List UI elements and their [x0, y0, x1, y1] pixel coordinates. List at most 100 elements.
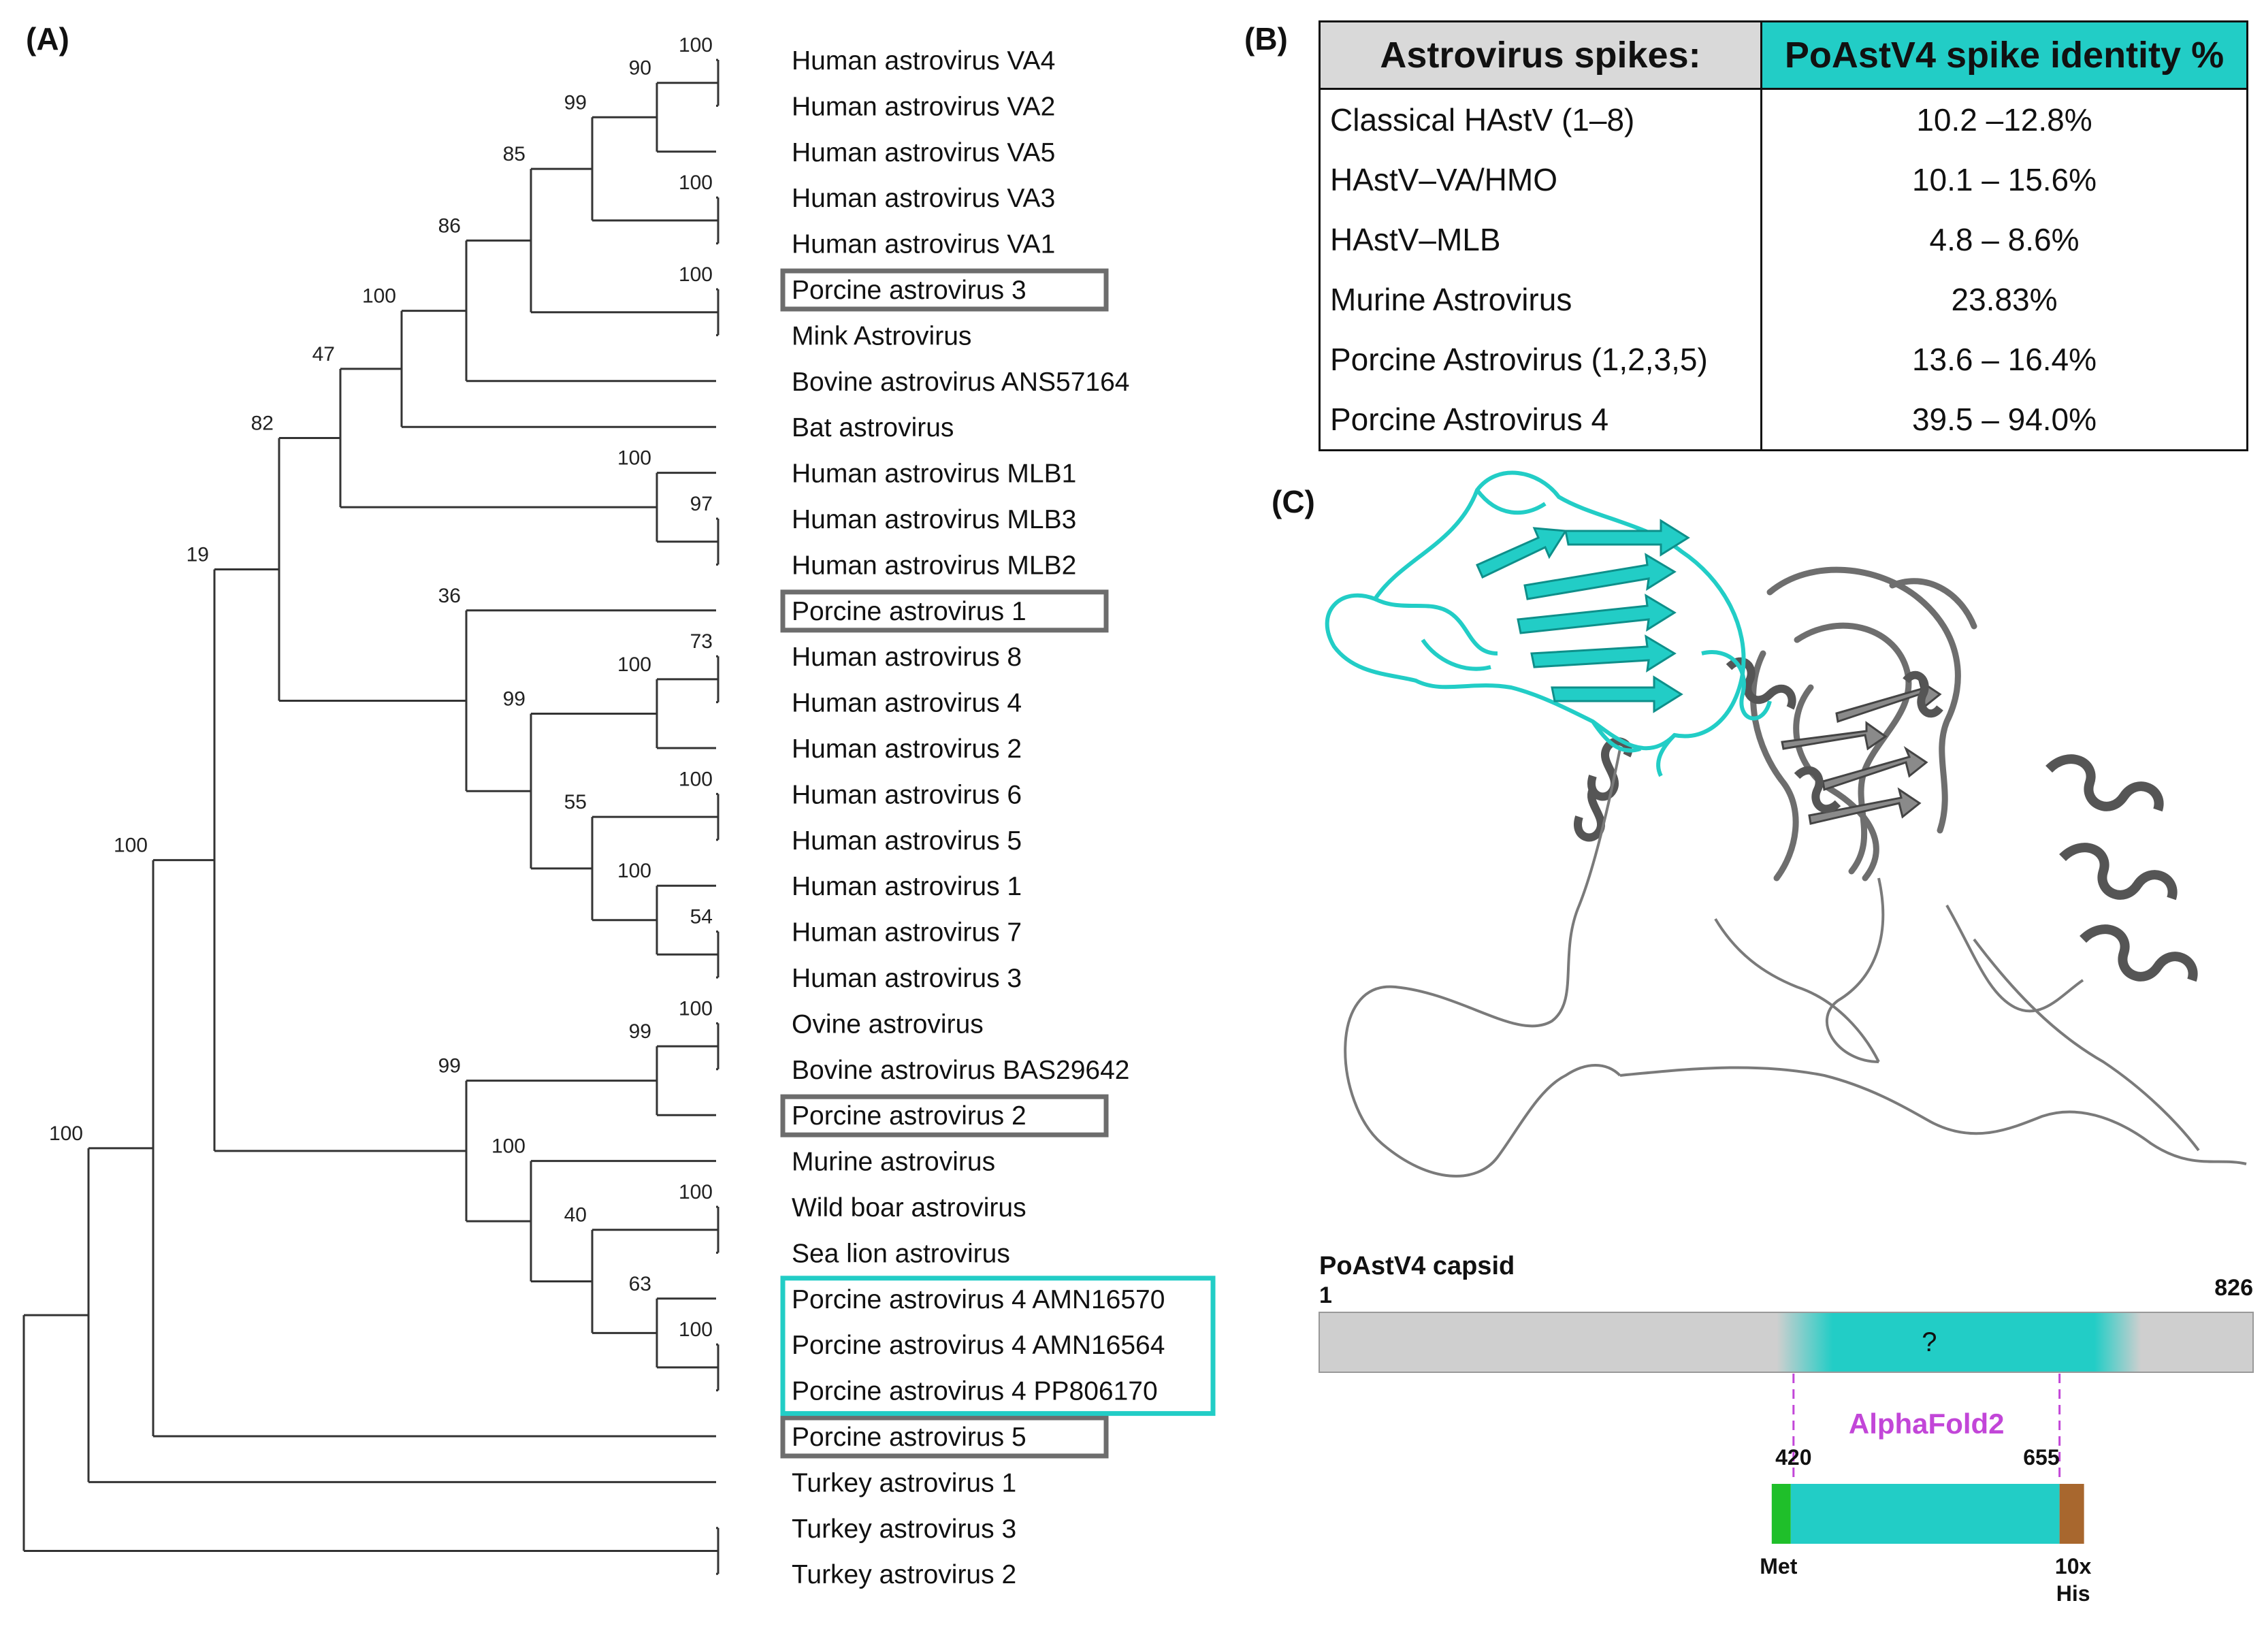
bootstrap-value: 40: [564, 1204, 587, 1227]
table-row: Porcine Astrovirus 4 39.5 – 94.0%: [1319, 389, 2248, 451]
bootstrap-value: 100: [362, 285, 396, 308]
taxon-label: Ovine astrovirus: [792, 1009, 984, 1039]
capsid-title: PoAstV4 capsid: [1319, 1252, 1515, 1280]
construct-bar: [1790, 1484, 2060, 1544]
taxon-label: Turkey astrovirus 3: [792, 1515, 1016, 1544]
bootstrap-value: 100: [679, 263, 713, 286]
taxon-label: Human astrovirus 5: [792, 826, 1022, 856]
taxon-label: Bovine astrovirus ANS57164: [792, 368, 1129, 397]
bootstrap-value: 100: [679, 768, 713, 790]
his-tag-segment: [2059, 1484, 2084, 1544]
row-value: 10.1 – 15.6%: [1760, 150, 2248, 210]
bootstrap-value: 99: [629, 1020, 651, 1043]
bootstrap-value: 100: [617, 447, 651, 470]
column-header-spikes: Astrovirus spikes:: [1319, 20, 1762, 90]
highlight-box-gray: [780, 1094, 1109, 1137]
bootstrap-value: 100: [679, 1318, 713, 1341]
highlight-box-gray: [780, 268, 1109, 312]
taxon-label: Bat astrovirus: [792, 413, 954, 442]
bootstrap-value: 99: [564, 91, 587, 114]
row-name: HAstV–VA/HMO: [1319, 150, 1762, 210]
taxon-label: Porcine astrovirus 4 AMN16564: [792, 1331, 1165, 1360]
taxon-label: Human astrovirus 3: [792, 964, 1022, 993]
bootstrap-value: 97: [690, 493, 713, 515]
his-tag-label-line1: 10x: [2055, 1554, 2092, 1578]
taxon-label: Human astrovirus VA5: [792, 138, 1055, 167]
table-row: Murine Astrovirus 23.83%: [1319, 270, 2248, 329]
taxon-label: Human astrovirus 2: [792, 734, 1022, 764]
unknown-domain-label: ?: [1922, 1327, 1937, 1357]
table-row: HAstV–MLB 4.8 – 8.6%: [1319, 210, 2248, 270]
taxon-label: Human astrovirus MLB1: [792, 459, 1076, 489]
taxon-label: Human astrovirus MLB3: [792, 505, 1076, 534]
phylogenetic-tree: 100 90 99 100 85 86 100 100 47 100 97 82 73 36 100 99 10…: [22, 34, 1216, 1589]
capsid-bar: [1319, 1312, 2254, 1373]
bootstrap-value: 100: [617, 653, 651, 676]
capsid-start-residue: 1: [1319, 1282, 1332, 1308]
taxon-label: Murine astrovirus: [792, 1148, 995, 1177]
bootstrap-value: 100: [679, 172, 713, 194]
taxon-label: Human astrovirus 7: [792, 918, 1022, 948]
row-name: HAstV–MLB: [1319, 210, 1762, 270]
bootstrap-value: 54: [690, 906, 713, 928]
bootstrap-value: 100: [49, 1122, 83, 1145]
taxon-label: Turkey astrovirus 1: [792, 1468, 1016, 1497]
table-row: Porcine Astrovirus (1,2,3,5) 13.6 – 16.4…: [1319, 329, 2248, 389]
taxon-label: Human astrovirus VA3: [792, 184, 1055, 213]
row-name: Classical HAstV (1–8): [1319, 88, 1762, 150]
table-row: Classical HAstV (1–8) 10.2 –12.8%: [1319, 88, 2248, 150]
bootstrap-value: 19: [187, 544, 209, 566]
row-name: Porcine Astrovirus (1,2,3,5): [1319, 329, 1762, 389]
met-segment: [1771, 1484, 1791, 1544]
taxon-label: Human astrovirus VA4: [792, 46, 1055, 76]
construct-start-residue: 420: [1775, 1445, 1811, 1470]
bootstrap-value: 47: [312, 343, 335, 366]
bootstrap-value: 85: [503, 143, 525, 165]
table-row: HAstV–VA/HMO 10.1 – 15.6%: [1319, 150, 2248, 210]
taxon-label: Human astrovirus VA2: [792, 92, 1055, 121]
taxon-label: Porcine astrovirus 4 PP806170: [792, 1377, 1158, 1406]
taxon-label: Human astrovirus 8: [792, 643, 1022, 672]
bootstrap-value: 86: [438, 214, 461, 237]
taxon-label: Wild boar astrovirus: [792, 1193, 1026, 1222]
highlight-box-gray: [780, 589, 1109, 633]
highlight-box-teal: [780, 1276, 1216, 1416]
taxon-label: Bovine astrovirus BAS29642: [792, 1056, 1129, 1085]
bootstrap-value: 55: [564, 791, 587, 813]
taxon-label: Human astrovirus 6: [792, 780, 1022, 809]
taxon-label: Human astrovirus 4: [792, 689, 1022, 718]
row-name: Porcine Astrovirus 4: [1319, 389, 1762, 451]
bootstrap-value: 100: [679, 34, 713, 56]
taxon-label: Mink Astrovirus: [792, 321, 971, 351]
taxon-label: Porcine astrovirus 3: [792, 276, 1026, 305]
taxon-label: Human astrovirus VA1: [792, 230, 1055, 259]
taxon-label: Turkey astrovirus 2: [792, 1560, 1016, 1589]
taxon-label: Sea lion astrovirus: [792, 1239, 1010, 1268]
taxon-label: Porcine astrovirus 1: [792, 597, 1026, 626]
bootstrap-value: 99: [503, 687, 525, 710]
bootstrap-value: 100: [679, 1181, 713, 1203]
panel-label-c: (C): [1272, 484, 1315, 519]
bootstrap-value: 73: [690, 630, 713, 653]
construct-end-residue: 655: [2023, 1445, 2059, 1470]
row-value: 39.5 – 94.0%: [1760, 389, 2248, 451]
alphafold-label: AlphaFold2: [1849, 1408, 2005, 1440]
row-name: Murine Astrovirus: [1319, 270, 1762, 329]
bootstrap-value: 82: [251, 412, 274, 435]
taxon-label: Porcine astrovirus 4 AMN16570: [792, 1285, 1165, 1314]
taxon-label: Porcine astrovirus 5: [792, 1423, 1026, 1452]
highlight-box-gray: [780, 1415, 1109, 1459]
bootstrap-value: 100: [114, 835, 148, 857]
row-value: 10.2 –12.8%: [1760, 88, 2248, 150]
bootstrap-value: 63: [629, 1273, 651, 1295]
row-value: 4.8 – 8.6%: [1760, 210, 2248, 270]
table-header-row: Astrovirus spikes: PoAstV4 spike identit…: [1319, 20, 2248, 90]
panel-label-a: (A): [26, 21, 69, 56]
bootstrap-value: 100: [491, 1135, 525, 1158]
bootstrap-value: 100: [617, 860, 651, 882]
row-value: 23.83%: [1760, 270, 2248, 329]
taxon-label: Porcine astrovirus 2: [792, 1101, 1026, 1131]
his-tag-label-line2: His: [2056, 1581, 2090, 1606]
panel-label-b: (B): [1244, 21, 1288, 56]
